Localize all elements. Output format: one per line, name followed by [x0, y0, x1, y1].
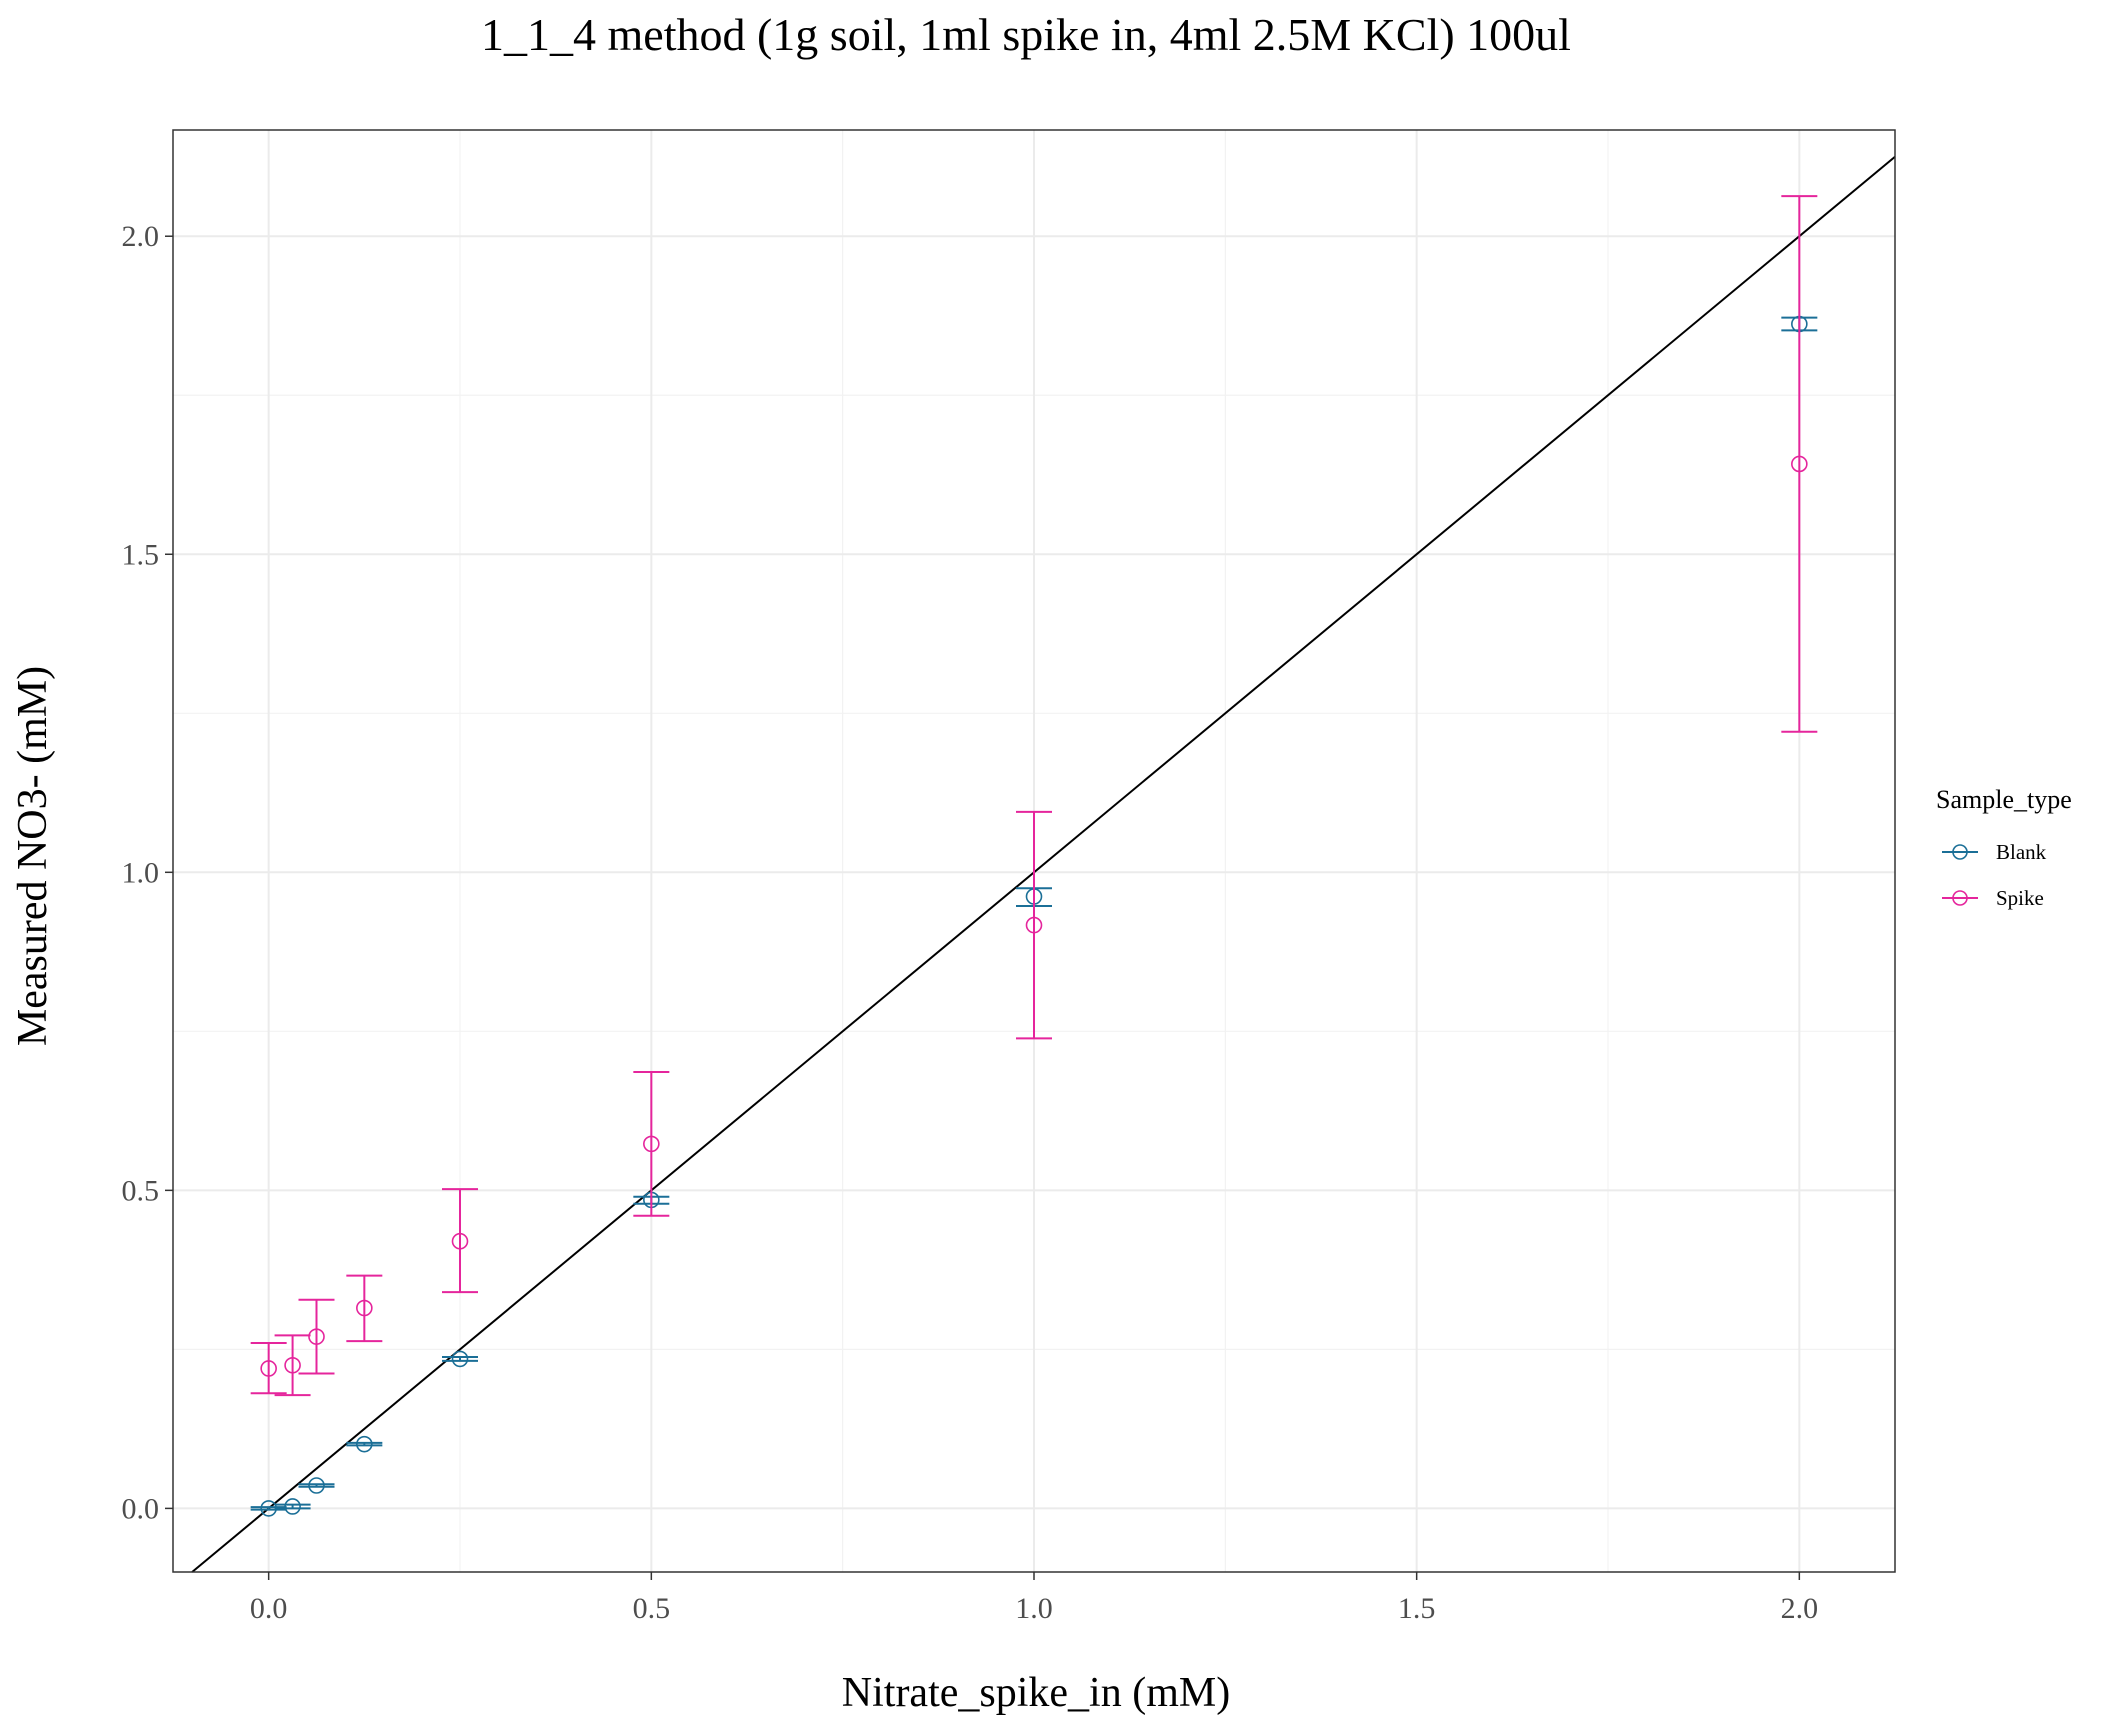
y-tick-label: 2.0	[122, 220, 160, 253]
y-axis: 0.0 0.5 1.0 1.5 2.0	[122, 220, 173, 1525]
legend-title: Sample_type	[1936, 785, 2072, 814]
data-point	[451, 1350, 469, 1368]
data-point	[356, 1435, 373, 1453]
identity-line	[191, 155, 1896, 1573]
legend-key-point	[1952, 890, 1968, 906]
data-point	[260, 1360, 277, 1377]
series-layer	[250, 195, 1818, 1517]
y-tick-label: 1.5	[122, 538, 160, 571]
data-point	[308, 1477, 325, 1494]
y-tick-label: 1.0	[122, 856, 160, 889]
legend: Sample_type Blank Spike	[1936, 785, 2072, 910]
identity-line-group	[191, 155, 1896, 1573]
y-tick-label: 0.0	[122, 1492, 160, 1525]
legend-label: Spike	[1996, 886, 2044, 910]
y-tick-label: 0.5	[122, 1174, 160, 1207]
x-tick-label: 0.0	[250, 1592, 288, 1625]
x-axis-title: Nitrate_spike_in (mM)	[842, 1670, 1230, 1716]
data-point	[284, 1498, 301, 1515]
series-spike	[250, 195, 1818, 1397]
x-tick-label: 0.5	[633, 1592, 671, 1625]
chart-title: 1_1_4 method (1g soil, 1ml spike in, 4ml…	[481, 9, 1571, 60]
legend-items: Blank Spike	[1942, 840, 2047, 910]
data-point	[451, 1232, 469, 1250]
data-point	[1791, 455, 1808, 473]
legend-item-blank: Blank	[1942, 840, 2047, 864]
data-point	[1025, 916, 1043, 934]
legend-label: Blank	[1996, 840, 2047, 864]
legend-item-spike: Spike	[1942, 886, 2044, 910]
data-point	[356, 1299, 373, 1317]
data-point	[643, 1135, 660, 1153]
legend-key-point	[1952, 844, 1968, 860]
x-tick-label: 1.0	[1015, 1592, 1053, 1625]
data-point	[284, 1356, 301, 1374]
data-point	[308, 1328, 325, 1345]
x-tick-label: 1.5	[1398, 1592, 1436, 1625]
x-tick-label: 2.0	[1781, 1592, 1819, 1625]
x-axis: 0.0 0.5 1.0 1.5 2.0	[250, 1572, 1818, 1625]
y-axis-title: Measured NO3- (mM)	[10, 666, 56, 1046]
